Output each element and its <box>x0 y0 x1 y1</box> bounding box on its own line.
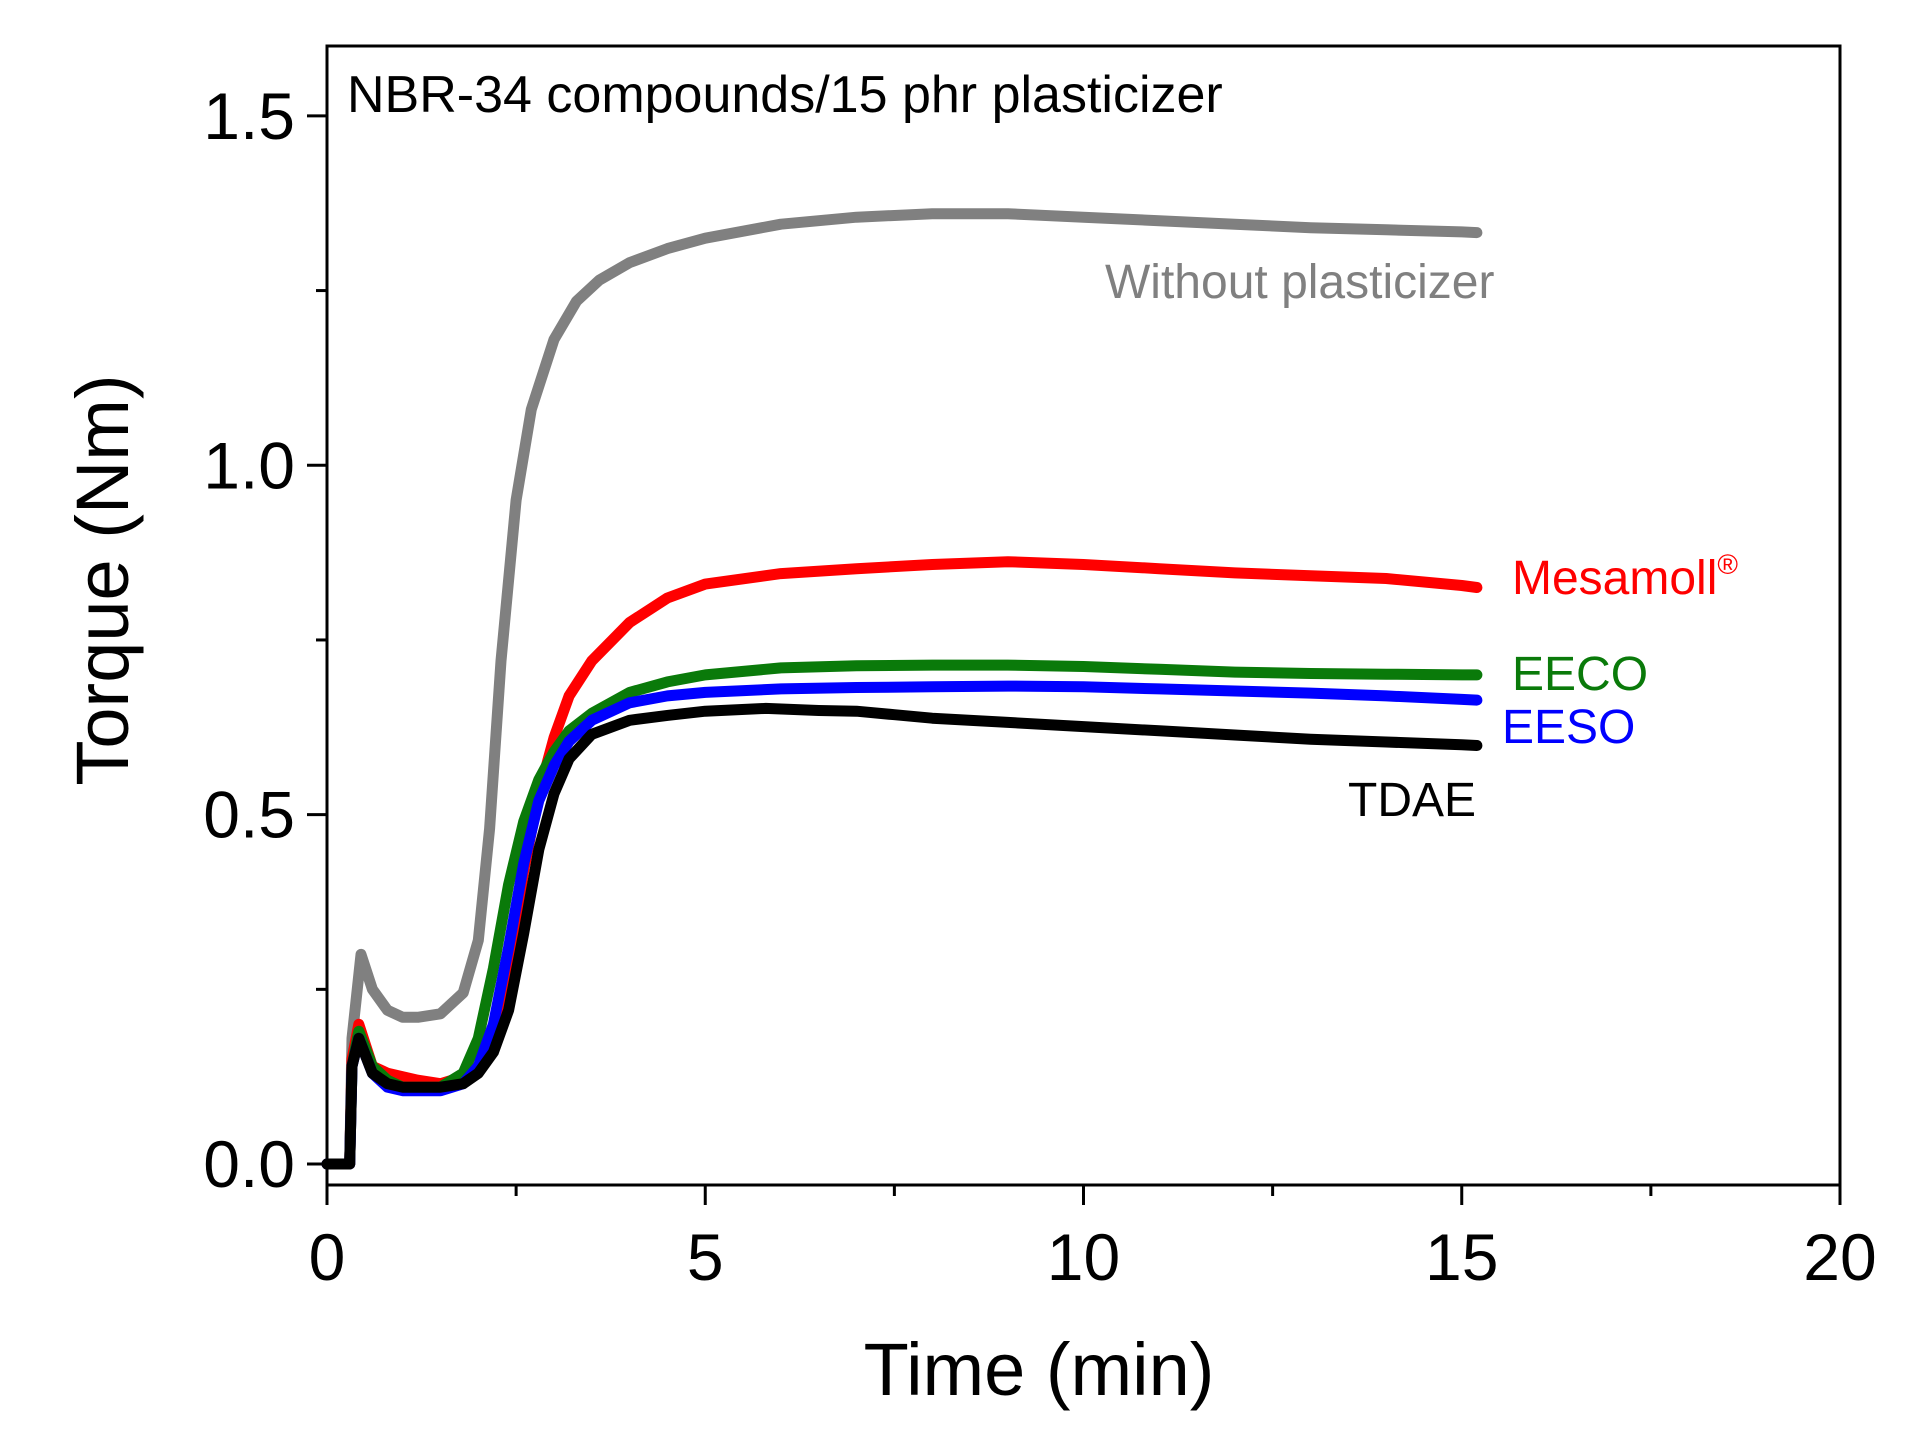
series-label-superscript: ® <box>1717 549 1738 580</box>
x-tick-label: 20 <box>1803 1220 1876 1294</box>
x-tick-label: 5 <box>687 1220 724 1294</box>
ticks-layer: 0 5 10 15 20 0.0 0.5 1.0 1.5 <box>203 79 1876 1294</box>
series-label-mesamoll: Mesamoll® <box>1512 549 1738 605</box>
y-axis-title: Torque (Nm) <box>61 374 144 785</box>
x-tick-label: 10 <box>1047 1220 1120 1294</box>
series-label-eeco: EECO <box>1512 648 1648 701</box>
y-tick-label: 1.0 <box>203 428 295 502</box>
series-layer <box>321 208 1483 1170</box>
series-line-without-plasticizer <box>321 208 1483 1170</box>
chart-title: NBR-34 compounds/15 phr plasticizer <box>347 66 1223 124</box>
y-tick-label: 0.0 <box>203 1127 295 1201</box>
x-tick-label: 0 <box>309 1220 346 1294</box>
series-line-mesamoll <box>321 556 1483 1170</box>
y-tick-label: 0.5 <box>203 778 295 852</box>
y-tick-label: 1.5 <box>203 79 295 153</box>
series-line-tdae <box>321 702 1483 1170</box>
series-label-tdae: TDAE <box>1348 774 1476 827</box>
series-label-eeso: EESO <box>1502 701 1635 754</box>
series-label-without-plasticizer: Without plasticizer <box>1105 256 1494 309</box>
x-tick-label: 15 <box>1425 1220 1498 1294</box>
x-axis-title: Time (min) <box>864 1328 1215 1411</box>
